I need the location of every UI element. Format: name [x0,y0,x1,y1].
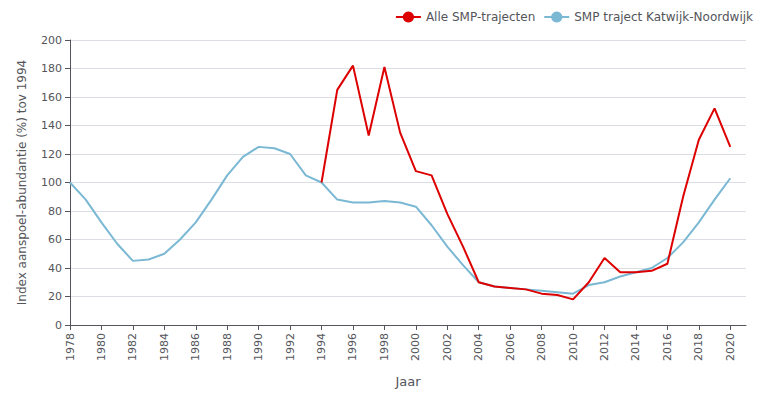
svg-text:1996: 1996 [346,333,359,361]
svg-text:1986: 1986 [189,333,202,361]
svg-text:SMP traject Katwijk-Noordwijk: SMP traject Katwijk-Noordwijk [574,10,753,24]
svg-text:20: 20 [48,290,62,303]
svg-text:120: 120 [41,148,62,161]
svg-text:1988: 1988 [221,333,234,361]
svg-text:Index aanspoel-abundantie (%): Index aanspoel-abundantie (%) tov 1994 [15,60,29,306]
svg-text:200: 200 [41,34,62,47]
svg-text:2002: 2002 [441,333,454,361]
svg-text:2010: 2010 [567,333,580,361]
svg-text:1998: 1998 [378,333,391,361]
svg-text:160: 160 [41,91,62,104]
svg-text:1980: 1980 [95,333,108,361]
svg-text:140: 140 [41,119,62,132]
svg-text:2006: 2006 [504,333,517,361]
svg-text:2014: 2014 [629,333,642,361]
svg-text:180: 180 [41,62,62,75]
svg-text:2008: 2008 [535,333,548,361]
svg-text:1984: 1984 [158,333,171,361]
svg-text:1994: 1994 [315,333,328,361]
svg-text:1990: 1990 [252,333,265,361]
svg-text:2000: 2000 [409,333,422,361]
svg-text:2016: 2016 [661,333,674,361]
svg-text:Alle SMP-trajecten: Alle SMP-trajecten [426,10,535,24]
svg-text:80: 80 [48,205,62,218]
svg-text:0: 0 [55,319,62,332]
svg-text:2018: 2018 [692,333,705,361]
svg-text:2012: 2012 [598,333,611,361]
svg-text:1982: 1982 [126,333,139,361]
svg-text:100: 100 [41,176,62,189]
svg-text:Jaar: Jaar [394,374,421,389]
svg-text:1978: 1978 [64,333,77,361]
svg-text:2004: 2004 [472,333,485,361]
svg-text:2020: 2020 [724,333,737,361]
svg-text:1992: 1992 [284,333,297,361]
svg-text:40: 40 [48,262,62,275]
svg-text:60: 60 [48,233,62,246]
